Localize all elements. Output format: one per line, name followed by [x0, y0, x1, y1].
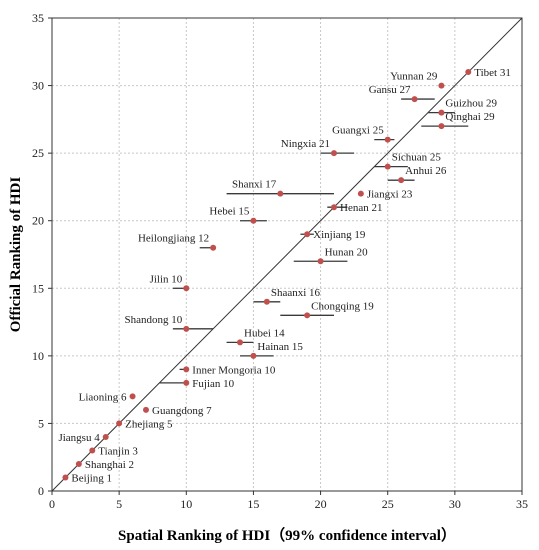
y-tick-label: 30 [32, 79, 44, 93]
data-point [183, 325, 190, 332]
point-label: Shaanxi 16 [271, 287, 321, 299]
point-label: Jiangxi 23 [367, 189, 413, 201]
y-tick-label: 15 [32, 281, 44, 295]
y-tick-label: 10 [32, 349, 44, 363]
data-point [384, 136, 391, 143]
data-points [62, 69, 472, 481]
point-label: Sichuan 25 [392, 152, 442, 164]
axis-ticks: 0 5 10 15 20 25 30 35 0 5 10 15 20 25 30 35 [32, 11, 528, 511]
data-point [183, 285, 190, 292]
data-point [277, 190, 284, 197]
point-label: Anhui 26 [405, 165, 447, 177]
point-label: Henan 21 [340, 202, 382, 214]
data-point [263, 298, 270, 305]
data-point [465, 69, 472, 76]
x-tick-label: 25 [382, 497, 394, 511]
point-label: Jiangsu 4 [58, 432, 100, 444]
point-label: Inner Mongoria 10 [192, 364, 276, 376]
data-point [75, 460, 82, 467]
data-point [384, 163, 391, 170]
x-tick-label: 15 [247, 497, 259, 511]
data-point [304, 231, 311, 238]
grid [52, 18, 522, 491]
point-label: Xinjiang 19 [313, 229, 366, 241]
data-point [331, 204, 337, 211]
point-label: Qinghai 29 [445, 111, 495, 123]
point-label: Yunnan 29 [390, 71, 438, 83]
point-label: Guangdong 7 [152, 405, 212, 417]
point-label: Ningxia 21 [281, 138, 330, 150]
x-tick-label: 5 [116, 497, 122, 511]
point-label: Gansu 27 [369, 84, 411, 96]
data-point [116, 420, 123, 427]
x-tick-label: 30 [449, 497, 461, 511]
x-tick-label: 20 [315, 497, 327, 511]
data-point [438, 123, 445, 130]
data-point [438, 82, 445, 89]
point-label: Hainan 15 [257, 341, 303, 353]
data-point [317, 258, 324, 265]
point-label: Jilin 10 [150, 273, 183, 285]
point-label: Guizhou 29 [445, 98, 497, 110]
x-axis-title: Spatial Ranking of HDI（99% confidence in… [118, 526, 456, 544]
point-label: Shanghai 2 [85, 459, 134, 471]
point-label: Tibet 31 [474, 67, 511, 79]
data-point [411, 96, 418, 103]
diagonal-line [51, 17, 523, 492]
data-point [129, 393, 136, 400]
point-label: Shandong 10 [125, 314, 183, 326]
data-point [89, 447, 96, 454]
data-point [183, 379, 190, 386]
point-label: Hebei 15 [209, 206, 250, 218]
data-point [398, 177, 405, 184]
data-point [304, 312, 311, 319]
data-point [250, 217, 257, 224]
data-point [357, 190, 364, 197]
point-label: Hubei 14 [244, 327, 285, 339]
data-point [62, 474, 69, 481]
data-point [183, 366, 190, 373]
x-tick-label: 0 [49, 497, 55, 511]
point-label: Tianjin 3 [98, 445, 138, 457]
y-tick-label: 5 [38, 416, 44, 430]
x-tick-label: 35 [516, 497, 528, 511]
point-label: Zhejiang 5 [125, 418, 173, 430]
data-point [331, 150, 337, 157]
data-point [143, 406, 149, 413]
point-label: Heilongjiang 12 [138, 233, 209, 245]
point-label: Shanxi 17 [232, 179, 277, 191]
point-label: Beijing 1 [71, 472, 112, 484]
point-label: Liaoning 6 [79, 391, 127, 403]
plot-frame [51, 17, 523, 492]
point-label: Fujian 10 [192, 378, 234, 390]
y-tick-label: 35 [32, 11, 44, 25]
point-label: Guangxi 25 [332, 125, 384, 137]
data-point [237, 339, 243, 346]
y-tick-label: 20 [32, 214, 44, 228]
data-point [250, 352, 257, 359]
data-point [438, 109, 445, 116]
y-tick-label: 25 [32, 146, 44, 160]
x-tick-label: 10 [180, 497, 192, 511]
y-tick-label: 0 [38, 484, 44, 498]
y-axis-title: Official Ranking of HDI [8, 177, 24, 333]
data-point [210, 244, 217, 251]
data-point [102, 433, 109, 440]
point-label: Chongqing 19 [311, 300, 374, 312]
point-label: Hunan 20 [325, 246, 369, 258]
